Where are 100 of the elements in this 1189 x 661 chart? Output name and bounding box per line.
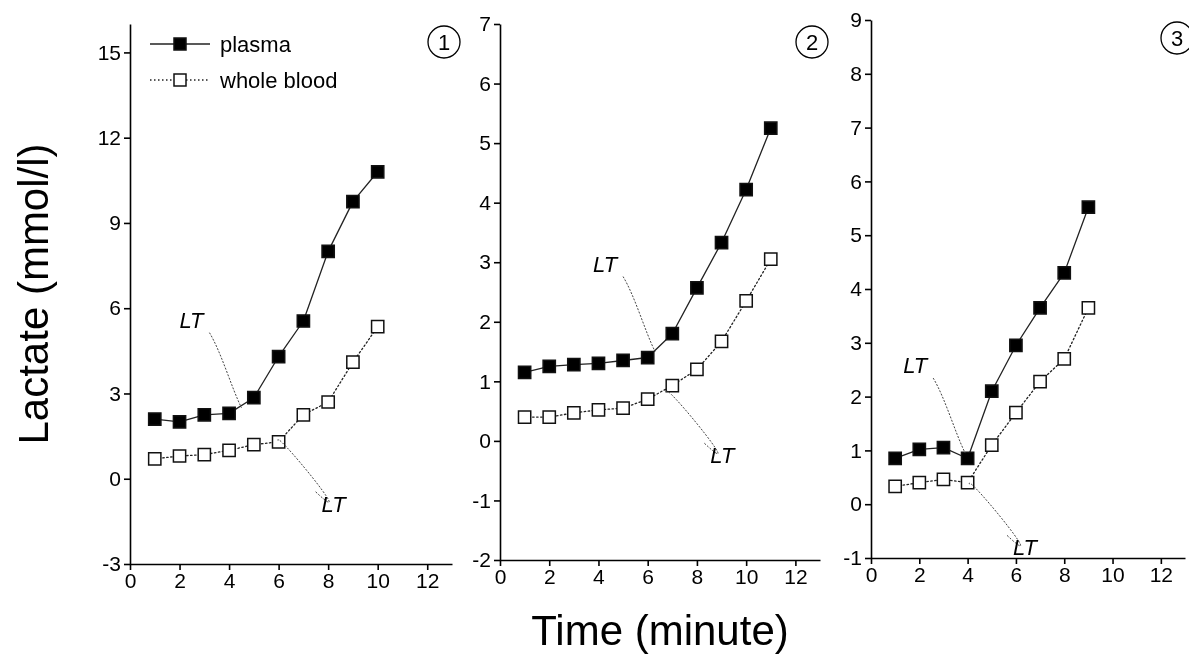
point [665, 326, 680, 341]
y-tick-label: 0 [850, 492, 862, 516]
chart-title: 1 [437, 30, 451, 55]
annotation: LT [593, 251, 619, 277]
y-axis-title: Lactate (mmol/l) [10, 143, 57, 445]
y-tick-label: 9 [109, 211, 121, 235]
point [172, 415, 187, 429]
point [1081, 200, 1096, 215]
x-tick-label: 12 [1149, 562, 1174, 586]
y-tick-label: 0 [479, 429, 491, 453]
point [517, 365, 532, 380]
point [960, 475, 975, 490]
point [763, 121, 778, 136]
y-tick-label: -1 [472, 488, 491, 512]
y-tick-label: 2 [479, 310, 491, 333]
x-tick-label: 12 [784, 564, 808, 588]
chart-title: 2 [805, 30, 819, 55]
point [517, 410, 532, 424]
point [321, 244, 336, 259]
y-tick-label: 12 [97, 125, 121, 149]
point [271, 349, 286, 364]
point [591, 403, 606, 417]
x-tick-label: 10 [366, 568, 390, 592]
x-tick-label: 6 [273, 568, 285, 592]
annotation: LT [179, 307, 206, 333]
legend-label: whole blood [219, 68, 338, 93]
point [640, 350, 655, 365]
y-tick-label: 15 [97, 40, 121, 64]
point [714, 334, 729, 349]
x-tick-label: 4 [593, 564, 606, 588]
y-tick-label: 0 [109, 466, 121, 490]
point [222, 406, 236, 421]
point [246, 437, 261, 452]
point [1009, 338, 1023, 353]
point [147, 451, 162, 466]
point [370, 319, 385, 334]
point [197, 407, 212, 422]
point [542, 359, 557, 374]
point [346, 355, 360, 370]
point [271, 434, 286, 449]
x-tick-label: 10 [734, 564, 759, 588]
point [616, 401, 630, 416]
x-tick-label: 6 [642, 564, 655, 588]
point [888, 479, 903, 494]
y-tick-label: 3 [850, 331, 862, 355]
point [936, 472, 951, 487]
point [984, 384, 999, 399]
y-tick-label: 3 [109, 381, 121, 405]
point [370, 164, 385, 179]
y-tick-label: 9 [850, 8, 862, 32]
annotation: LT [710, 443, 736, 469]
y-tick-label: 1 [479, 369, 491, 393]
y-tick-label: 6 [479, 71, 491, 95]
y-tick-label: -1 [843, 546, 862, 570]
y-tick-label: 4 [850, 277, 863, 301]
point [763, 252, 778, 267]
point [222, 443, 236, 458]
point [1057, 352, 1072, 366]
point [1009, 405, 1023, 420]
point [1033, 300, 1047, 315]
y-tick-label: 1 [850, 438, 862, 462]
point [690, 362, 704, 377]
y-tick-label: 6 [109, 296, 121, 320]
point [739, 294, 754, 308]
point [1081, 300, 1096, 315]
y-tick-label: -3 [102, 552, 121, 576]
point [246, 390, 261, 405]
x-tick-label: 6 [1010, 562, 1023, 586]
y-tick-label: 8 [850, 62, 862, 86]
point [739, 182, 754, 197]
point [321, 395, 336, 409]
x-tick-label: 4 [962, 562, 975, 586]
annotation: LT [321, 491, 348, 517]
y-tick-label: 2 [850, 384, 862, 408]
point [912, 475, 927, 490]
y-tick-label: 4 [479, 190, 492, 214]
x-tick-label: 12 [416, 568, 440, 592]
annotation: LT [903, 353, 929, 379]
y-tick-label: 6 [850, 169, 862, 193]
y-tick-label: 3 [479, 250, 491, 274]
x-tick-label: 0 [865, 562, 878, 586]
point [888, 451, 903, 466]
y-tick-label: 7 [479, 12, 491, 36]
y-tick-label: -2 [472, 548, 491, 572]
point [936, 440, 951, 455]
point [640, 392, 655, 407]
x-tick-label: 2 [913, 562, 926, 586]
point [714, 235, 729, 250]
point [616, 353, 630, 368]
point [197, 447, 212, 462]
point [665, 378, 680, 393]
x-tick-label: 8 [1058, 562, 1071, 586]
x-tick-label: 0 [124, 568, 137, 592]
x-tick-label: 8 [691, 564, 704, 588]
x-tick-label: 0 [494, 564, 507, 588]
point [147, 412, 162, 426]
legend-label: plasma [220, 32, 292, 57]
x-tick-label: 10 [1101, 562, 1125, 586]
point [984, 438, 999, 452]
point [172, 449, 187, 463]
